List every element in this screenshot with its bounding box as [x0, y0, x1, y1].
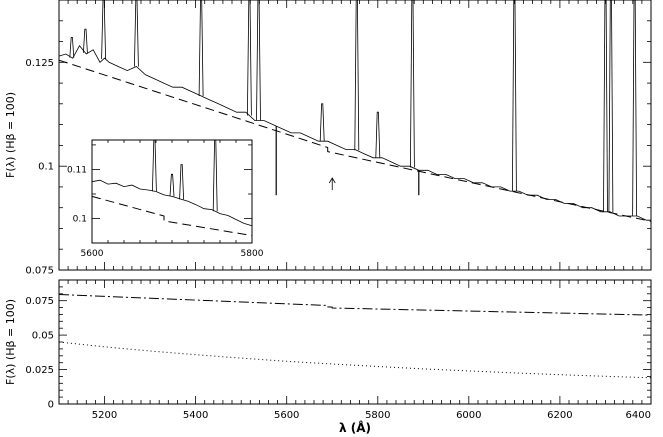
bottom-x-tick-label: 5400 [183, 410, 208, 421]
inset-series-dashed [91, 195, 253, 237]
inset-x-tick-label: 5800 [241, 249, 264, 259]
top-emission-line [101, 0, 106, 60]
top-emission-line [319, 103, 325, 142]
top-emission-line [256, 0, 261, 121]
top-emission-line [83, 28, 88, 53]
arrow-head [328, 177, 336, 184]
top-emission-line [375, 111, 381, 158]
top-emission-line [69, 37, 75, 58]
inset-background [92, 140, 252, 243]
top-emission-line [134, 0, 139, 67]
bottom-x-tick-label: 6400 [626, 410, 651, 421]
top-y-axis-label: F(λ) (Hβ = 100) [4, 92, 17, 178]
top-y-tick-label: 0.125 [25, 58, 54, 69]
top-y-tick-labels: 0.075 0.1 0.125 [25, 58, 54, 277]
bottom-y-tick-label: 0 [48, 400, 54, 411]
inset-y-tick-label: 0.11 [67, 166, 87, 176]
bottom-y-tick-label: 0.05 [32, 331, 54, 342]
top-emission-line [410, 0, 415, 168]
inset-axis-ticks [91, 140, 253, 244]
bottom-series-dotted [58, 341, 652, 379]
inset-x-tick-label: 5600 [81, 249, 104, 259]
inset-y-tick-label: 0.1 [73, 215, 87, 225]
bottom-x-tick-label: 5200 [92, 410, 117, 421]
inset-emission-line [169, 173, 175, 197]
top-panel: 0.075 0.1 0.125 F(λ) (Hβ = 100) [4, 0, 652, 277]
bottom-x-tick-label: 5800 [365, 410, 390, 421]
bottom-y-tick-label: 0.075 [25, 296, 54, 307]
top-emission-line [354, 0, 360, 151]
top-emission-line [512, 0, 517, 192]
bottom-y-axis-label: F(λ) (Hβ = 100) [4, 299, 17, 385]
bottom-y-tick-label: 0.025 [25, 365, 54, 376]
top-series-dashed [58, 59, 652, 222]
top-spectrum-lines [58, 0, 652, 222]
bottom-axis-ticks [58, 279, 652, 405]
bottom-x-tick-label: 5600 [274, 410, 299, 421]
bottom-x-tick-labels: 5200 5400 5600 5800 6000 6200 6400 [92, 410, 651, 421]
marker-arrow [328, 177, 336, 190]
bottom-panel: 0 0.025 0.05 0.075 5200 5400 5600 5800 6000 6200… [4, 279, 652, 435]
x-axis-label: λ (Å) [339, 420, 371, 435]
inset-tick-labels: 0.1 0.11 5600 5800 [67, 166, 264, 259]
inset-panel: 0.1 0.11 5600 5800 [67, 139, 264, 259]
top-emission-line [247, 0, 252, 116]
top-emission-line [632, 0, 637, 217]
inset-emission-line [179, 164, 184, 200]
top-panel-frame [58, 0, 652, 271]
top-axis-ticks [58, 0, 652, 271]
top-y-tick-label: 0.075 [25, 266, 54, 277]
top-emission-line [603, 0, 608, 212]
bottom-series-dashdot [58, 294, 652, 316]
top-y-tick-label: 0.1 [38, 162, 54, 173]
top-emission-line [608, 0, 614, 213]
top-emission-line [198, 0, 204, 97]
bottom-x-tick-label: 6200 [547, 410, 572, 421]
bottom-x-tick-label: 6000 [456, 410, 481, 421]
top-series-solid [58, 44, 651, 221]
inset-series-solid [91, 179, 253, 227]
bottom-continuum-lines [58, 294, 652, 379]
bottom-y-tick-labels: 0 0.025 0.05 0.075 [25, 296, 54, 410]
